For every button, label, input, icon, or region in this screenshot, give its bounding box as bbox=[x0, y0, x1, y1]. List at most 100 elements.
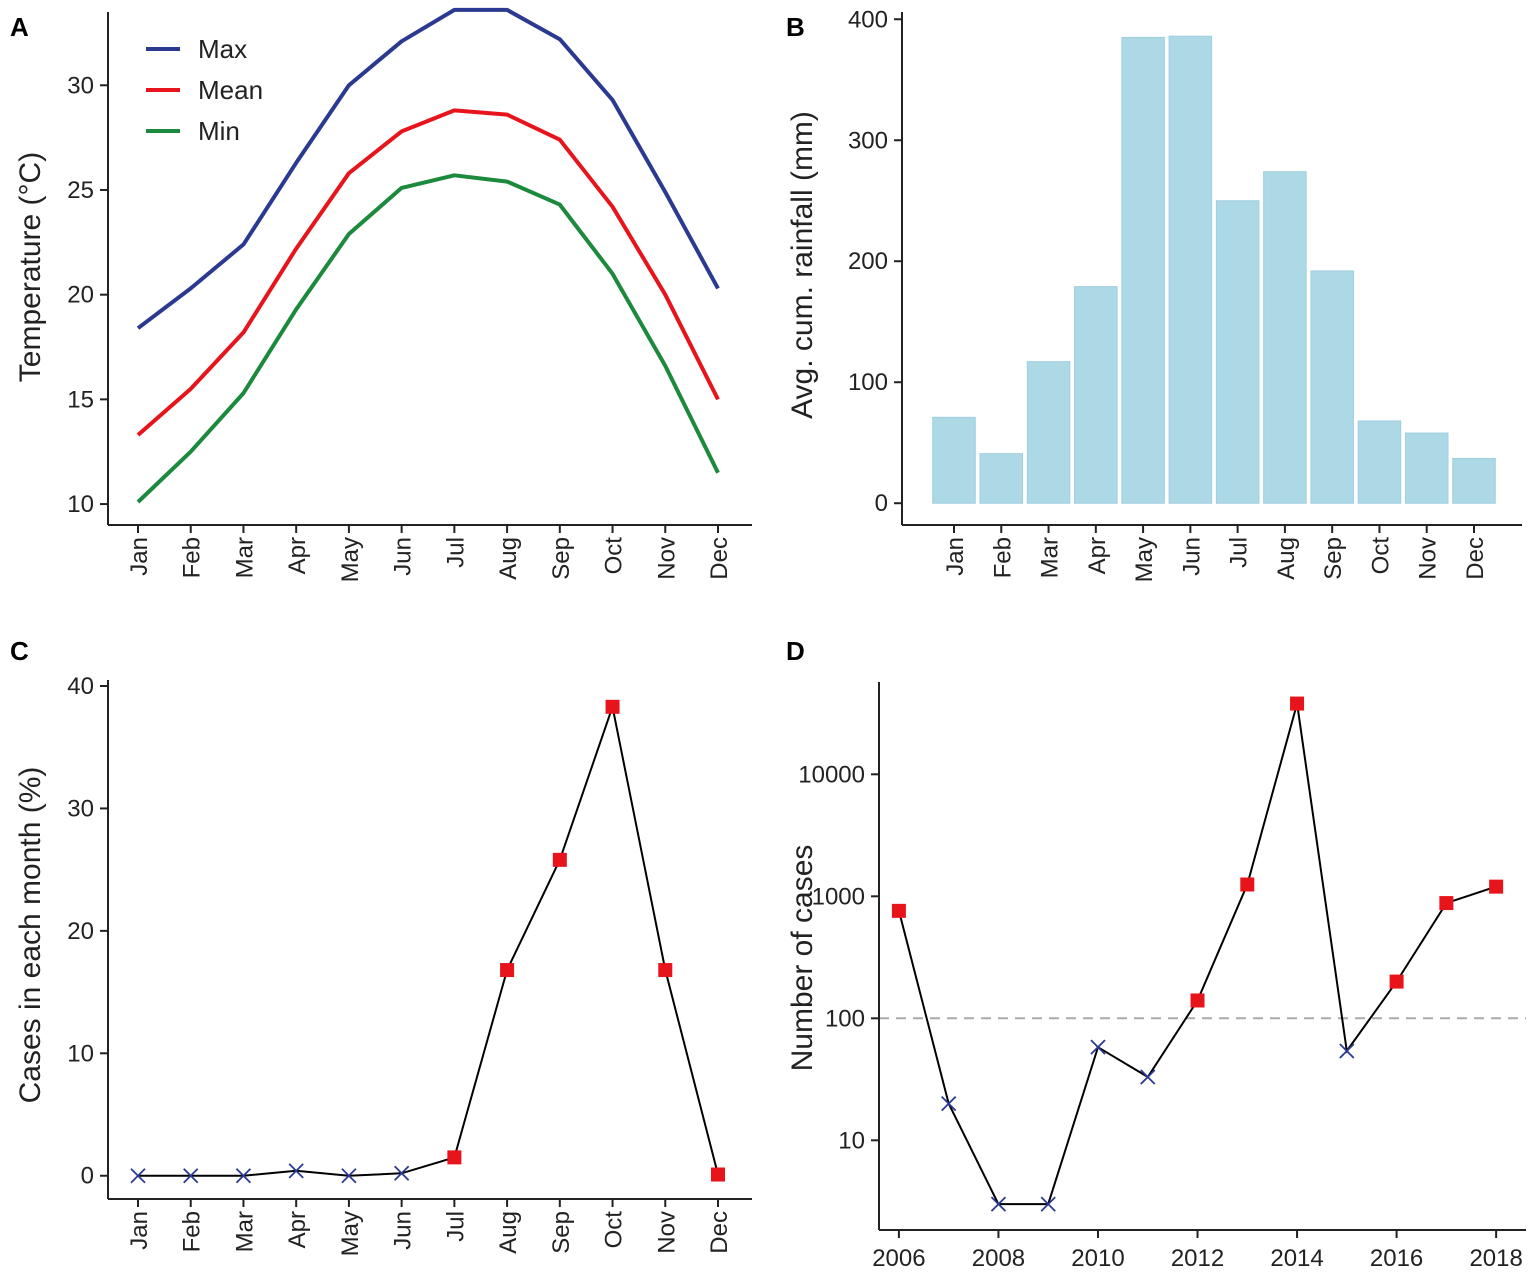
panel-c: C Cases in each month (%) 0 10 20 30 40 Jan F… bbox=[10, 636, 752, 1256]
panel-a-x-tick-label: Aug bbox=[495, 537, 522, 580]
panel-a-y-tick-label: 30 bbox=[67, 72, 94, 99]
panel-a-y-tick-label: 10 bbox=[67, 491, 94, 518]
cases-line bbox=[138, 702, 719, 1177]
panel-a: A Temperature (°C) 10 15 20 25 30 Jan Feb Mar A… bbox=[10, 7, 752, 582]
panel-a-label: A bbox=[10, 12, 29, 42]
panel-b-x-tick-label: Jan bbox=[942, 537, 969, 576]
panel-a-x-tick-label: Dec bbox=[706, 537, 733, 580]
point-oct bbox=[605, 699, 620, 714]
marker-x-stroke bbox=[130, 1168, 146, 1184]
panel-a-x-tick-label: Jul bbox=[442, 537, 469, 568]
point-2018 bbox=[1489, 879, 1504, 894]
panel-b-y-title: Avg. cum. rainfall (mm) bbox=[786, 111, 819, 419]
panel-c-x-tick-label: Jan bbox=[126, 1211, 153, 1250]
point-2014 bbox=[1290, 696, 1305, 711]
legend-min-label: Min bbox=[198, 116, 240, 146]
point-dec bbox=[711, 1167, 725, 1182]
legend-mean-label: Mean bbox=[198, 75, 263, 105]
marker-x-stroke bbox=[941, 1095, 957, 1112]
panel-c-x-tick-label: Jun bbox=[390, 1211, 417, 1250]
panel-c-series bbox=[130, 699, 725, 1184]
panel-b-y-tick-label: 400 bbox=[848, 6, 888, 33]
panel-a-x-tick-label: Sep bbox=[548, 537, 575, 580]
bar-nov bbox=[1404, 432, 1449, 504]
panel-a-x-tick-label: Feb bbox=[179, 537, 206, 578]
point-2016 bbox=[1389, 974, 1404, 989]
panel-b-x-tick-label: Jul bbox=[1226, 537, 1253, 568]
panel-b-y-tick-label: 100 bbox=[848, 369, 888, 396]
panel-c-x-tick-label: Dec bbox=[706, 1211, 733, 1254]
bar-feb bbox=[979, 453, 1024, 504]
panel-c-x-tick-label: May bbox=[337, 1211, 364, 1256]
marker-x-stroke bbox=[1140, 1069, 1156, 1085]
panel-d-y-tick-label: 10000 bbox=[798, 761, 865, 788]
panel-d-y-tick-label: 10 bbox=[838, 1127, 865, 1154]
marker-x-stroke bbox=[1040, 1196, 1056, 1212]
panel-b-x-ticks: Jan Feb Mar Apr May Jun Jul Aug Sep Oct Nov Dec bbox=[942, 525, 1489, 582]
marker-x-stroke bbox=[1090, 1039, 1106, 1055]
bar-dec bbox=[1452, 457, 1496, 504]
bar-mar bbox=[1026, 361, 1071, 504]
panel-c-y-ticks: 0 10 20 30 40 bbox=[67, 673, 108, 1190]
panel-a-legend: Max Mean Min bbox=[146, 34, 263, 146]
bar-jun bbox=[1168, 35, 1213, 504]
panel-d-label: D bbox=[786, 636, 805, 666]
panel-c-y-tick-label: 40 bbox=[67, 673, 94, 700]
panel-c-x-ticks: Jan Feb Mar Apr May Jun Jul Aug Sep Oct Nov Dec bbox=[126, 1199, 733, 1256]
bar-jul bbox=[1215, 200, 1260, 504]
panel-a-x-tick-label: May bbox=[337, 537, 364, 582]
panel-c-x-tick-label: Mar bbox=[231, 1211, 258, 1252]
panel-c-x-tick-label: Aug bbox=[495, 1211, 522, 1254]
panel-d-x-tick-label: 2012 bbox=[1171, 1245, 1224, 1272]
annual-cases-line bbox=[897, 703, 1497, 1206]
panel-a-y-title: Temperature (°C) bbox=[14, 152, 47, 382]
bar-jan bbox=[932, 416, 976, 504]
panel-a-x-tick-label: Oct bbox=[601, 537, 628, 575]
marker-x-stroke bbox=[235, 1168, 252, 1184]
marker-x-stroke bbox=[990, 1196, 1007, 1212]
marker-x-stroke bbox=[393, 1165, 410, 1181]
panel-a-y-tick-label: 25 bbox=[67, 177, 94, 204]
panel-c-x-tick-label: Apr bbox=[284, 1211, 311, 1248]
panel-c-x-tick-label: Oct bbox=[601, 1211, 628, 1249]
panel-b-y-tick-label: 0 bbox=[875, 490, 888, 517]
panel-b-x-tick-label: Feb bbox=[989, 537, 1016, 578]
bar-apr bbox=[1074, 286, 1118, 504]
panel-a-series bbox=[136, 7, 720, 504]
panel-b: B Avg. cum. rainfall (mm) 0100200300400 … bbox=[786, 6, 1522, 582]
panel-d-series bbox=[891, 696, 1504, 1212]
panel-a-y-ticks: 10 15 20 25 30 bbox=[67, 72, 108, 518]
panel-b-x-tick-label: Aug bbox=[1273, 537, 1300, 580]
point-nov bbox=[658, 963, 673, 978]
panel-c-label: C bbox=[10, 636, 29, 666]
panel-d-y-title: Number of cases bbox=[786, 845, 819, 1072]
panel-c-y-title: Cases in each month (%) bbox=[14, 767, 47, 1104]
panel-b-x-tick-label: Sep bbox=[1320, 537, 1347, 580]
panel-c-x-tick-label: Jul bbox=[442, 1211, 469, 1242]
panel-a-x-tick-label: Mar bbox=[231, 537, 258, 578]
bar-aug bbox=[1263, 171, 1307, 504]
panel-c-y-tick-label: 10 bbox=[67, 1040, 94, 1067]
panel-c-y-tick-label: 30 bbox=[67, 795, 94, 822]
series-mean-line bbox=[136, 108, 720, 437]
point-2013 bbox=[1240, 877, 1255, 892]
panel-c-x-tick-label: Feb bbox=[179, 1211, 206, 1252]
panel-d-x-tick-label: 2014 bbox=[1270, 1245, 1323, 1272]
point-2007 bbox=[941, 1095, 957, 1112]
panel-a-x-tick-label: Jun bbox=[390, 537, 417, 576]
point-2006 bbox=[891, 903, 906, 918]
panel-d-y-tick-label: 100 bbox=[825, 1005, 865, 1032]
marker-x-stroke bbox=[341, 1168, 357, 1184]
panel-a-x-tick-label: Apr bbox=[284, 537, 311, 574]
point-apr bbox=[288, 1163, 304, 1179]
panel-c-x-tick-label: Sep bbox=[548, 1211, 575, 1254]
panel-b-x-tick-label: May bbox=[1131, 537, 1158, 582]
panel-a-y-tick-label: 15 bbox=[67, 386, 94, 413]
panel-b-label: B bbox=[786, 12, 805, 42]
bar-may bbox=[1121, 36, 1165, 504]
panel-b-x-tick-label: Mar bbox=[1037, 537, 1064, 578]
point-2017 bbox=[1439, 896, 1454, 911]
panel-b-bars bbox=[932, 35, 1496, 504]
point-jun bbox=[393, 1165, 410, 1181]
panel-a-x-tick-label: Nov bbox=[653, 537, 680, 580]
